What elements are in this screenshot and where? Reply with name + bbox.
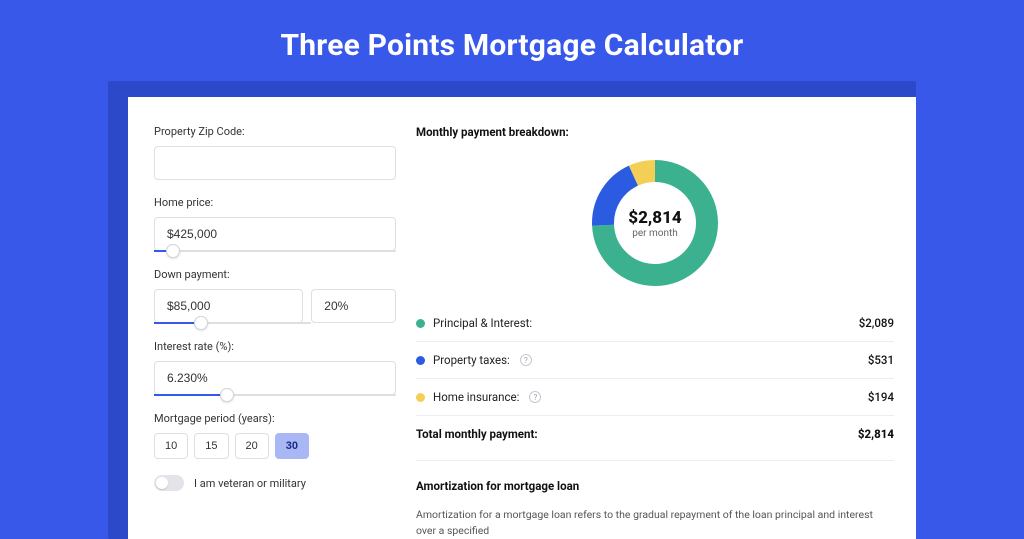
- home-price-slider[interactable]: [154, 250, 396, 252]
- legend-val-tax: $531: [868, 353, 894, 367]
- legend-row-total: Total monthly payment: $2,814: [416, 416, 894, 452]
- veteran-label: I am veteran or military: [194, 477, 306, 490]
- amortization-section: Amortization for mortgage loan Amortizat…: [416, 460, 894, 539]
- breakdown-title: Monthly payment breakdown:: [416, 125, 894, 139]
- veteran-toggle[interactable]: [154, 475, 184, 491]
- donut-center: $2,814 per month: [591, 159, 719, 287]
- field-interest-rate: Interest rate (%):: [154, 340, 396, 396]
- down-payment-amount-input[interactable]: [154, 289, 303, 323]
- down-payment-slider-thumb[interactable]: [194, 316, 208, 330]
- form-column: Property Zip Code: Home price: Down paym…: [154, 125, 396, 539]
- dot-tax: [416, 356, 425, 365]
- info-icon[interactable]: ?: [529, 391, 541, 403]
- period-label: Mortgage period (years):: [154, 412, 396, 425]
- interest-rate-input[interactable]: [154, 361, 396, 395]
- legend-label-ins: Home insurance:: [433, 390, 519, 404]
- legend-label-pi: Principal & Interest:: [433, 316, 532, 330]
- legend-label-total: Total monthly payment:: [416, 427, 538, 441]
- field-zip: Property Zip Code:: [154, 125, 396, 180]
- veteran-toggle-knob: [156, 477, 168, 489]
- period-options: 10 15 20 30: [154, 433, 396, 459]
- legend: Principal & Interest: $2,089 Property ta…: [416, 305, 894, 452]
- legend-val-ins: $194: [868, 390, 894, 404]
- period-btn-20[interactable]: 20: [235, 433, 269, 459]
- period-btn-30[interactable]: 30: [275, 433, 309, 459]
- page-title: Three Points Mortgage Calculator: [0, 0, 1024, 81]
- interest-rate-slider-thumb[interactable]: [220, 388, 234, 402]
- interest-rate-slider-fill: [154, 394, 227, 396]
- down-payment-pct-input[interactable]: [311, 289, 396, 323]
- down-payment-label: Down payment:: [154, 268, 396, 281]
- legend-row-ins: Home insurance: ? $194: [416, 379, 894, 416]
- down-payment-slider[interactable]: [154, 322, 311, 324]
- field-home-price: Home price:: [154, 196, 396, 252]
- legend-row-tax: Property taxes: ? $531: [416, 342, 894, 379]
- period-btn-10[interactable]: 10: [154, 433, 188, 459]
- legend-label-tax: Property taxes:: [433, 353, 510, 367]
- amortization-title: Amortization for mortgage loan: [416, 479, 894, 493]
- legend-val-pi: $2,089: [859, 316, 894, 330]
- home-price-label: Home price:: [154, 196, 396, 209]
- legend-row-pi: Principal & Interest: $2,089: [416, 305, 894, 342]
- interest-rate-slider[interactable]: [154, 394, 396, 396]
- legend-val-total: $2,814: [858, 427, 894, 441]
- dot-pi: [416, 319, 425, 328]
- home-price-slider-thumb[interactable]: [166, 244, 180, 258]
- home-price-input[interactable]: [154, 217, 396, 251]
- zip-label: Property Zip Code:: [154, 125, 396, 138]
- donut-amount: $2,814: [628, 208, 681, 228]
- payment-donut: $2,814 per month: [591, 159, 719, 287]
- calculator-panel: Property Zip Code: Home price: Down paym…: [128, 97, 916, 539]
- period-btn-15[interactable]: 15: [194, 433, 228, 459]
- info-icon[interactable]: ?: [520, 354, 532, 366]
- panel-shadow: Property Zip Code: Home price: Down paym…: [108, 81, 916, 539]
- zip-input[interactable]: [154, 146, 396, 180]
- veteran-row: I am veteran or military: [154, 475, 396, 491]
- donut-wrap: $2,814 per month: [416, 155, 894, 305]
- dot-ins: [416, 393, 425, 402]
- donut-sub: per month: [632, 228, 678, 239]
- breakdown-column: Monthly payment breakdown: $2,814 per mo…: [416, 125, 894, 539]
- interest-rate-label: Interest rate (%):: [154, 340, 396, 353]
- field-down-payment: Down payment:: [154, 268, 396, 324]
- field-period: Mortgage period (years): 10 15 20 30: [154, 412, 396, 459]
